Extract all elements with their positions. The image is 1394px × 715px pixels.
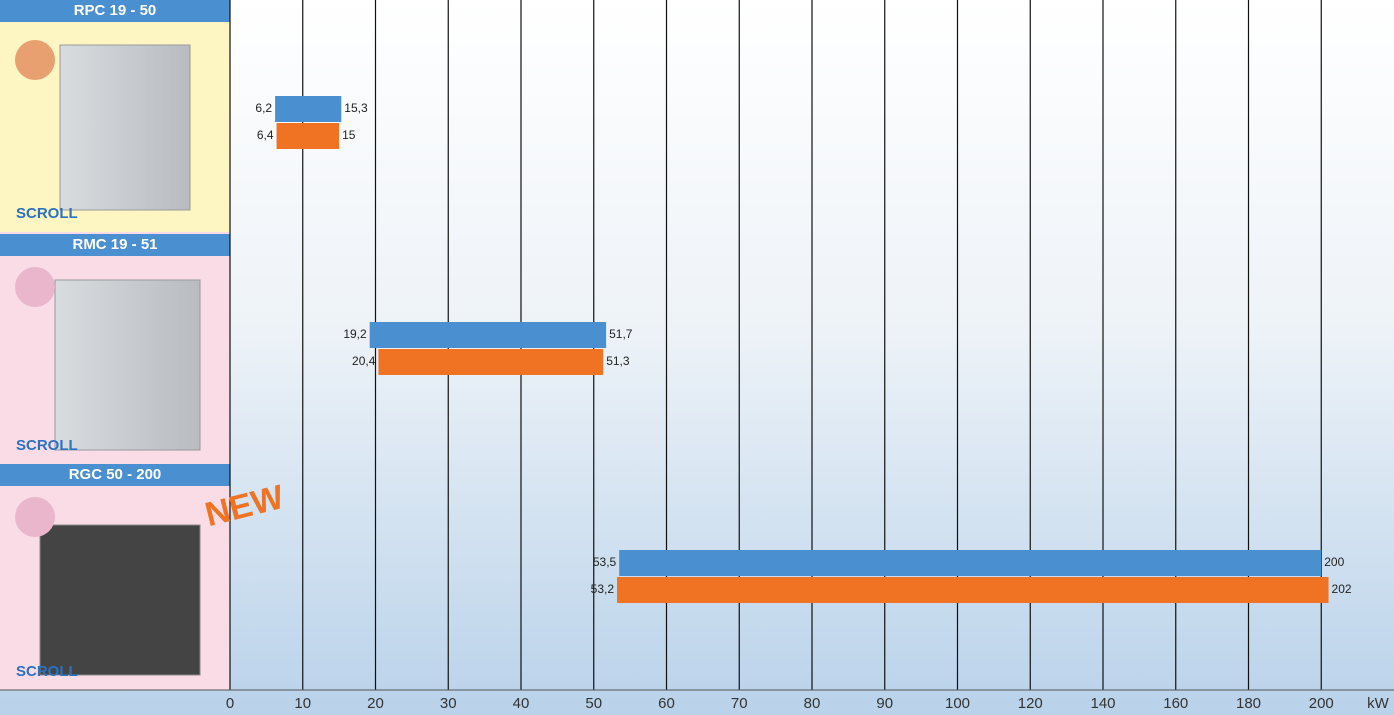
x-unit: kW: [1367, 695, 1390, 712]
panel-header: [0, 464, 230, 486]
end-label: 51,7: [609, 327, 633, 341]
x-tick-label: 10: [294, 695, 311, 712]
x-tick-label: 0: [226, 695, 234, 712]
start-label: 53,2: [591, 582, 615, 596]
x-tick-label: 60: [658, 695, 675, 712]
badge: [15, 267, 55, 307]
start-label: 6,4: [257, 128, 274, 142]
x-tick-label: 180: [1236, 695, 1261, 712]
x-tick-label: 200: [1309, 695, 1334, 712]
end-label: 51,3: [606, 354, 630, 368]
x-tick-label: 20: [367, 695, 384, 712]
panel-header: [0, 0, 230, 22]
product-image: [59, 44, 191, 211]
badge: [15, 40, 55, 80]
x-tick-label: 90: [876, 695, 893, 712]
x-tick-label: 100: [945, 695, 970, 712]
start-label: 53,5: [593, 555, 617, 569]
category-label: RPC 19 - 50: [74, 2, 157, 19]
x-tick-label: 120: [1018, 695, 1043, 712]
range-bar: [619, 550, 1322, 576]
category-label: RMC 19 - 51: [72, 236, 157, 253]
product-image: [39, 524, 201, 676]
product-image: [54, 279, 201, 451]
panel-header: [0, 234, 230, 256]
range-bar: [275, 96, 342, 122]
end-label: 15: [342, 128, 356, 142]
x-tick-label: 140: [1090, 695, 1115, 712]
x-tick-label: 160: [1163, 695, 1188, 712]
x-tick-label: 80: [804, 695, 821, 712]
badge: [15, 497, 55, 537]
range-bar: [617, 577, 1329, 603]
start-label: 19,2: [343, 327, 367, 341]
range-bar: [378, 349, 604, 375]
category-note: SCROLL: [16, 437, 78, 454]
start-label: 20,4: [352, 354, 376, 368]
x-tick-label: 40: [513, 695, 530, 712]
range-bar: [276, 123, 340, 149]
end-label: 202: [1332, 582, 1352, 596]
end-label: 15,3: [344, 101, 368, 115]
x-tick-label: 70: [731, 695, 748, 712]
category-note: SCROLL: [16, 205, 78, 222]
range-bar: [369, 322, 607, 348]
start-label: 6,2: [255, 101, 272, 115]
category-note: SCROLL: [16, 663, 78, 680]
category-label: RGC 50 - 200: [69, 466, 162, 483]
end-label: 200: [1324, 555, 1344, 569]
x-tick-label: 50: [585, 695, 602, 712]
x-tick-label: 30: [440, 695, 457, 712]
